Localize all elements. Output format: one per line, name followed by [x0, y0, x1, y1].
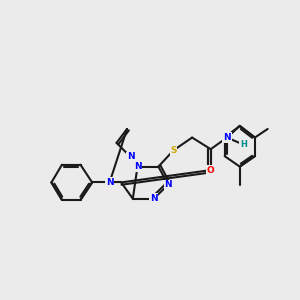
- Text: N: N: [164, 180, 172, 189]
- Text: H: H: [240, 140, 247, 149]
- Text: O: O: [207, 166, 214, 175]
- Text: N: N: [134, 162, 141, 171]
- Text: N: N: [106, 178, 113, 187]
- Text: N: N: [150, 194, 158, 203]
- Text: N: N: [223, 133, 231, 142]
- Text: S: S: [170, 146, 177, 155]
- Text: N: N: [127, 152, 134, 161]
